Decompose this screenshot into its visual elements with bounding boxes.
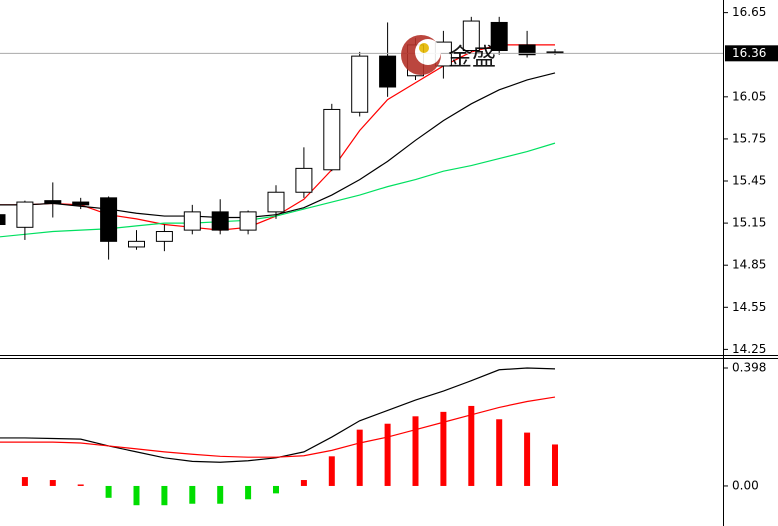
candle-body	[16, 201, 34, 228]
y-tick-label: 0.398	[732, 361, 766, 375]
candle-body	[379, 55, 397, 88]
candle-body	[295, 167, 313, 193]
y-tick-label: 14.85	[732, 258, 766, 272]
candle-body	[72, 201, 90, 206]
candle-body	[239, 211, 257, 231]
macd-bar	[217, 485, 224, 504]
logo-dot	[419, 43, 429, 53]
y-tick-label: 14.25	[732, 342, 766, 356]
y-tick-label: 15.75	[732, 131, 766, 145]
y-tick-label: 16.65	[732, 5, 766, 19]
macd-bar	[105, 485, 112, 498]
macd-bar	[328, 456, 335, 486]
candle-body	[100, 197, 118, 242]
last-price-label: 16.36	[732, 46, 766, 60]
macd-bar	[133, 485, 140, 506]
macd-bar	[189, 485, 196, 504]
candle-body	[211, 211, 229, 231]
macd-bar	[412, 416, 419, 486]
macd-bar	[468, 405, 475, 486]
candle-body	[267, 191, 285, 213]
candle-body	[351, 55, 369, 113]
candle-body	[323, 108, 341, 171]
indicator-line	[0, 396, 556, 458]
candle-body	[155, 231, 173, 242]
candle-body	[128, 240, 145, 248]
macd-bar	[161, 485, 168, 506]
macd-bar	[384, 423, 391, 486]
y-tick-label: 16.05	[732, 89, 766, 103]
y-tick-label: 15.45	[732, 174, 766, 188]
y-tick-label: 15.15	[732, 216, 766, 230]
indicator-line	[0, 142, 556, 238]
y-tick-label: 0.00	[732, 478, 759, 492]
candle-body	[183, 211, 201, 231]
macd-bar	[49, 480, 56, 486]
macd-bar	[552, 444, 558, 486]
y-tick-label: 14.55	[732, 300, 766, 314]
candle-body	[0, 214, 6, 226]
macd-bar	[356, 429, 363, 486]
last-price-box	[725, 45, 778, 62]
watermark-text: 金盛	[448, 43, 496, 71]
macd-bar	[440, 411, 447, 486]
macd-bar	[245, 485, 252, 500]
macd-bar	[300, 480, 307, 486]
watermark: 金盛	[401, 35, 496, 75]
macd-bar	[524, 432, 531, 486]
macd-bar	[496, 419, 503, 486]
candle-body	[490, 21, 508, 52]
macd-bar	[273, 485, 279, 494]
candle-body	[44, 200, 62, 204]
macd-bar	[77, 484, 84, 486]
macd-bar	[21, 477, 28, 486]
candle-body	[518, 44, 536, 56]
candle-body	[462, 20, 480, 52]
logo-inner	[415, 39, 441, 65]
